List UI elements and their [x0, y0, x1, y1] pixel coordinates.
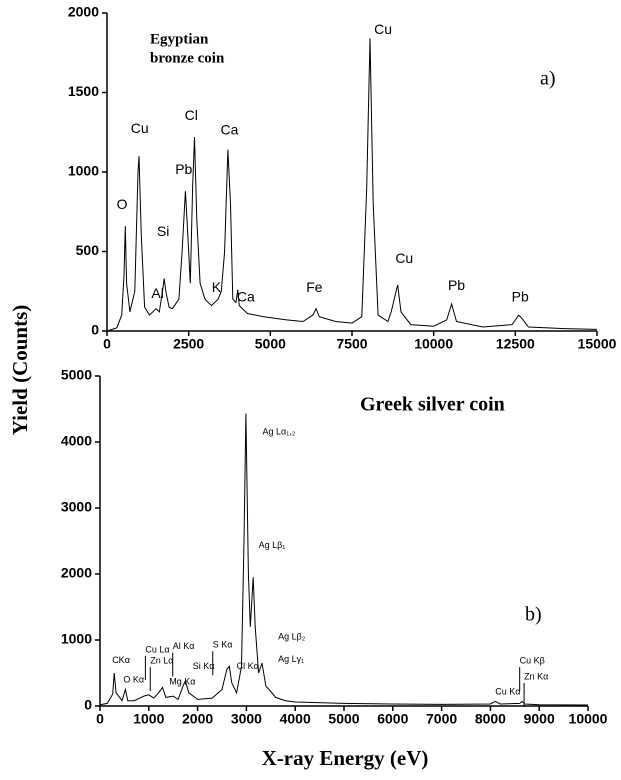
y-tick-label: 2000	[68, 4, 99, 20]
peak-label: Ag Lγ₁	[278, 654, 304, 664]
x-tick-label: 5000	[328, 711, 359, 727]
peak-label: K	[212, 279, 222, 295]
x-tick-label: 7000	[426, 711, 457, 727]
y-tick-label: 1500	[68, 83, 99, 99]
y-tick-label: 4000	[61, 433, 92, 449]
x-tick-label: 3000	[231, 711, 262, 727]
peak-label: Ag Lβ₁	[259, 540, 286, 550]
x-tick-label: 15000	[578, 336, 617, 352]
peak-label: Ag Lα₁,₂	[263, 426, 296, 436]
spectrum-line	[106, 38, 598, 332]
y-tick-label: 2000	[61, 565, 92, 581]
chart-title: Greek silver coin	[360, 394, 505, 416]
y-tick-label: 1000	[61, 631, 92, 647]
peak-label: Pb	[512, 288, 529, 304]
peak-label: Zn Kα	[524, 671, 548, 681]
chart-title: bronze coin	[150, 50, 225, 66]
chart-title: Egyptian	[150, 31, 209, 47]
y-axis-title: Yield (Counts)	[8, 305, 32, 435]
x-tick-label: 2500	[173, 336, 204, 352]
x-axis-title: X-ray Energy (eV)	[262, 746, 429, 770]
peak-label: S Kα	[213, 640, 233, 650]
peak-label: Zn Lα	[150, 655, 173, 665]
peak-label: Fe	[306, 279, 323, 295]
peak-label: Ca	[237, 288, 255, 304]
peak-label: Cl	[185, 107, 198, 123]
panel-label: b)	[525, 604, 542, 626]
peak-label: Cu Kβ	[520, 655, 545, 665]
x-tick-label: 5000	[255, 336, 286, 352]
y-tick-label: 0	[91, 322, 99, 338]
x-tick-label: 4000	[280, 711, 311, 727]
x-tick-label: 10000	[569, 711, 608, 727]
peak-label: O	[117, 196, 128, 212]
x-tick-label: 0	[103, 336, 111, 352]
peak-label: Pb	[175, 161, 192, 177]
x-tick-label: 6000	[377, 711, 408, 727]
peak-label: Ag Lβ₂	[278, 632, 306, 642]
peak-label: Al Kα	[173, 641, 195, 651]
y-tick-label: 5000	[61, 367, 92, 383]
peak-label: Ca	[221, 121, 239, 137]
x-tick-label: 8000	[475, 711, 506, 727]
peak-label: Pb	[448, 277, 465, 293]
peak-label: Al	[151, 285, 163, 301]
y-tick-label: 3000	[61, 499, 92, 515]
peak-label: CKα	[112, 655, 130, 665]
x-tick-label: 2000	[182, 711, 213, 727]
x-tick-label: 9000	[524, 711, 555, 727]
peak-label: Si Kα	[193, 661, 215, 671]
y-tick-label: 500	[76, 242, 100, 258]
x-tick-label: 12500	[496, 336, 535, 352]
peak-label: Cu	[395, 250, 413, 266]
peak-label: Cl Kα	[237, 661, 259, 671]
peak-label: Cu Lα	[145, 644, 169, 654]
spectrum-line	[99, 413, 589, 706]
x-tick-label: 1000	[133, 711, 164, 727]
panel-label: a)	[540, 68, 556, 90]
y-tick-label: 1000	[68, 163, 99, 179]
peak-label: O Kα	[123, 675, 144, 685]
y-tick-label: 0	[84, 697, 92, 713]
x-tick-label: 10000	[414, 336, 453, 352]
peak-label: Cu Kα	[495, 687, 520, 697]
x-tick-label: 7500	[336, 336, 367, 352]
x-tick-label: 0	[96, 711, 104, 727]
peak-label: Cu	[131, 120, 149, 136]
peak-label: Cu	[374, 21, 392, 37]
peak-label: Mg Kα	[169, 677, 195, 687]
peak-label: Si	[157, 223, 169, 239]
